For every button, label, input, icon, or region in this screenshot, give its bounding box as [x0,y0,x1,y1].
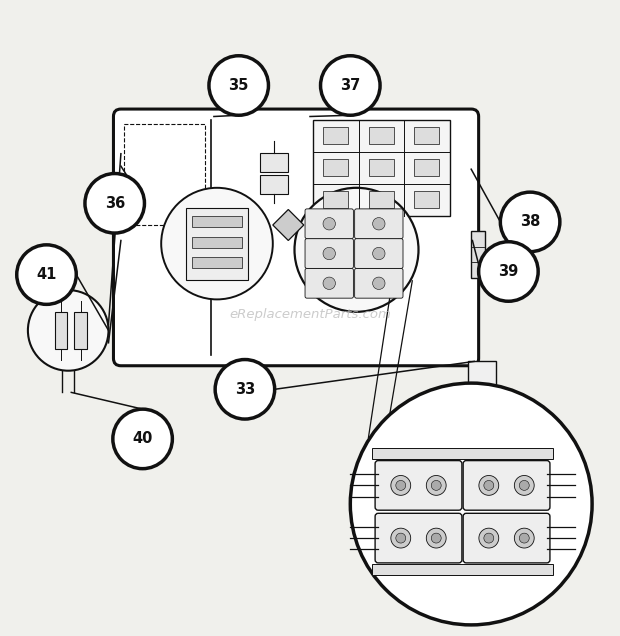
Bar [124,124,205,225]
Bar [324,191,348,209]
Bar [324,159,348,176]
Circle shape [391,476,410,495]
Circle shape [432,533,441,543]
Text: 33: 33 [235,382,255,397]
Polygon shape [273,209,304,240]
Bar [372,448,553,459]
Bar [192,237,242,248]
Circle shape [427,528,446,548]
Circle shape [515,476,534,495]
Circle shape [479,528,498,548]
Bar [324,127,348,144]
Bar [186,208,248,280]
Bar [369,191,394,209]
Circle shape [161,188,273,300]
Circle shape [323,277,335,289]
FancyBboxPatch shape [463,460,550,510]
Bar [372,564,553,576]
Circle shape [85,174,144,233]
Circle shape [373,247,385,259]
Bar [414,159,439,176]
Circle shape [373,277,385,289]
Circle shape [396,533,405,543]
Bar [260,153,288,172]
Circle shape [350,383,592,625]
FancyBboxPatch shape [355,268,403,298]
Text: 38: 38 [520,214,540,230]
Bar [414,191,439,209]
Circle shape [323,218,335,230]
Text: 35: 35 [229,78,249,93]
FancyBboxPatch shape [463,513,550,563]
Bar [192,216,242,228]
Text: 40: 40 [133,431,153,446]
FancyBboxPatch shape [113,109,479,366]
Circle shape [484,480,494,490]
Bar [471,232,485,278]
Circle shape [520,480,529,490]
Circle shape [294,188,419,312]
Bar [313,120,450,216]
FancyBboxPatch shape [305,238,353,268]
FancyBboxPatch shape [305,209,353,238]
Circle shape [500,192,560,252]
Circle shape [396,480,405,490]
Text: 36: 36 [105,196,125,211]
Circle shape [113,409,172,469]
Circle shape [17,245,76,305]
Text: eReplacementParts.com: eReplacementParts.com [229,308,391,321]
Circle shape [515,528,534,548]
Circle shape [479,476,498,495]
FancyBboxPatch shape [355,238,403,268]
Circle shape [321,56,380,115]
Circle shape [432,480,441,490]
Circle shape [427,476,446,495]
Bar [74,312,87,349]
Bar [468,361,496,399]
Circle shape [215,359,275,419]
Circle shape [373,218,385,230]
Bar [414,127,439,144]
FancyBboxPatch shape [305,268,353,298]
Circle shape [484,533,494,543]
FancyBboxPatch shape [375,460,462,510]
Circle shape [28,290,108,371]
Circle shape [323,247,335,259]
Bar [369,127,394,144]
Bar [192,257,242,268]
Text: 41: 41 [37,267,56,282]
Bar [260,176,288,194]
Text: 39: 39 [498,264,518,279]
Circle shape [391,528,410,548]
Bar [55,312,67,349]
Circle shape [479,242,538,301]
Circle shape [520,533,529,543]
Text: 37: 37 [340,78,360,93]
FancyBboxPatch shape [375,513,462,563]
Circle shape [209,56,268,115]
Bar [369,159,394,176]
FancyBboxPatch shape [355,209,403,238]
